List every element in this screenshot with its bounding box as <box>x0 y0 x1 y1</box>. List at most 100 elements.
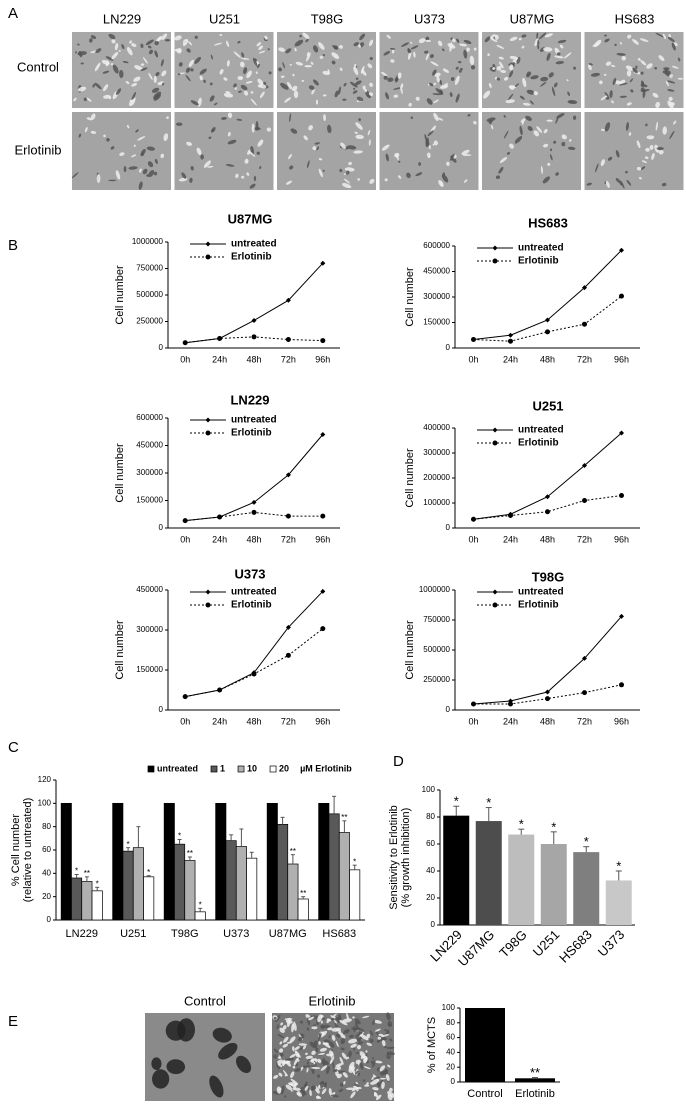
cell <box>71 172 79 179</box>
cell <box>348 1038 358 1044</box>
cell <box>183 39 188 45</box>
cell <box>374 1060 383 1064</box>
cell <box>293 90 299 99</box>
cell <box>543 143 549 148</box>
cell <box>161 33 168 41</box>
cell <box>316 146 320 151</box>
cell <box>467 114 471 117</box>
cell <box>148 49 154 55</box>
cell <box>437 117 444 121</box>
cell <box>331 52 340 59</box>
cell <box>364 1084 370 1087</box>
cell <box>569 100 575 103</box>
cell <box>428 144 431 150</box>
legend-marker <box>492 440 498 446</box>
point <box>285 337 291 343</box>
cell <box>442 172 445 177</box>
cell <box>115 170 121 180</box>
cell <box>105 60 110 67</box>
cell <box>263 81 267 85</box>
cell <box>289 1053 297 1058</box>
cell <box>77 51 87 56</box>
cell <box>305 52 311 62</box>
cell <box>359 1061 364 1070</box>
y-tick-label: 150000 <box>136 665 163 674</box>
cell <box>522 77 527 88</box>
cell <box>303 135 308 141</box>
bar <box>81 881 93 921</box>
y-tick-label: 450000 <box>136 441 163 450</box>
point <box>251 671 257 677</box>
cell <box>174 35 182 41</box>
column-label: U373 <box>414 11 445 26</box>
cell <box>599 80 603 85</box>
cell <box>292 85 298 92</box>
cell <box>340 1038 346 1045</box>
x-tick-label: 48h <box>540 534 555 544</box>
cell <box>110 62 114 66</box>
cell <box>243 67 248 75</box>
point <box>582 690 587 696</box>
cell <box>105 56 114 61</box>
cell <box>463 49 468 59</box>
cell <box>240 57 250 60</box>
cell <box>282 1043 289 1048</box>
cell <box>275 1014 281 1023</box>
cell <box>367 63 373 69</box>
significance: * <box>147 868 150 877</box>
cell <box>627 34 632 39</box>
cell <box>320 1065 328 1071</box>
cell <box>126 47 133 56</box>
cell <box>92 83 96 88</box>
cell <box>588 64 592 71</box>
cell <box>432 93 443 96</box>
bar <box>573 852 600 925</box>
cell <box>413 51 416 58</box>
cell <box>519 95 525 100</box>
legend-label: untreated <box>231 415 277 426</box>
point <box>619 493 624 498</box>
cell <box>290 128 298 134</box>
cell <box>621 55 627 61</box>
cell <box>329 1056 335 1064</box>
cell <box>273 1016 277 1020</box>
cell <box>677 57 681 62</box>
cell <box>425 36 430 41</box>
cell <box>665 80 669 87</box>
cell <box>285 1060 292 1067</box>
cell <box>161 82 165 86</box>
cell <box>342 1029 348 1035</box>
cell <box>362 85 366 90</box>
cell <box>433 112 439 121</box>
cell <box>415 172 423 177</box>
cell <box>638 177 642 180</box>
cell <box>284 1073 288 1077</box>
cell <box>185 74 191 82</box>
cell <box>354 1070 359 1075</box>
y-tick-label: 0 <box>159 705 164 714</box>
cell <box>449 92 453 97</box>
bar <box>194 911 206 921</box>
cell <box>640 89 650 92</box>
cell <box>175 122 183 126</box>
cell <box>381 144 390 151</box>
cell <box>322 169 325 172</box>
x-tick-label: U251 <box>120 928 146 940</box>
cell <box>294 1068 302 1072</box>
cell <box>178 62 183 67</box>
cell <box>210 127 216 133</box>
cell <box>326 1018 332 1022</box>
bar <box>235 846 247 921</box>
cell <box>632 67 638 74</box>
cell <box>463 179 468 183</box>
cell <box>284 1095 287 1098</box>
cell <box>655 32 665 38</box>
cell <box>84 126 88 133</box>
cell <box>280 1022 284 1026</box>
bar <box>225 840 237 921</box>
cell <box>384 1028 387 1032</box>
significance: ** <box>530 1065 540 1080</box>
cell <box>281 1085 285 1094</box>
point <box>217 514 223 520</box>
cell <box>494 76 497 80</box>
